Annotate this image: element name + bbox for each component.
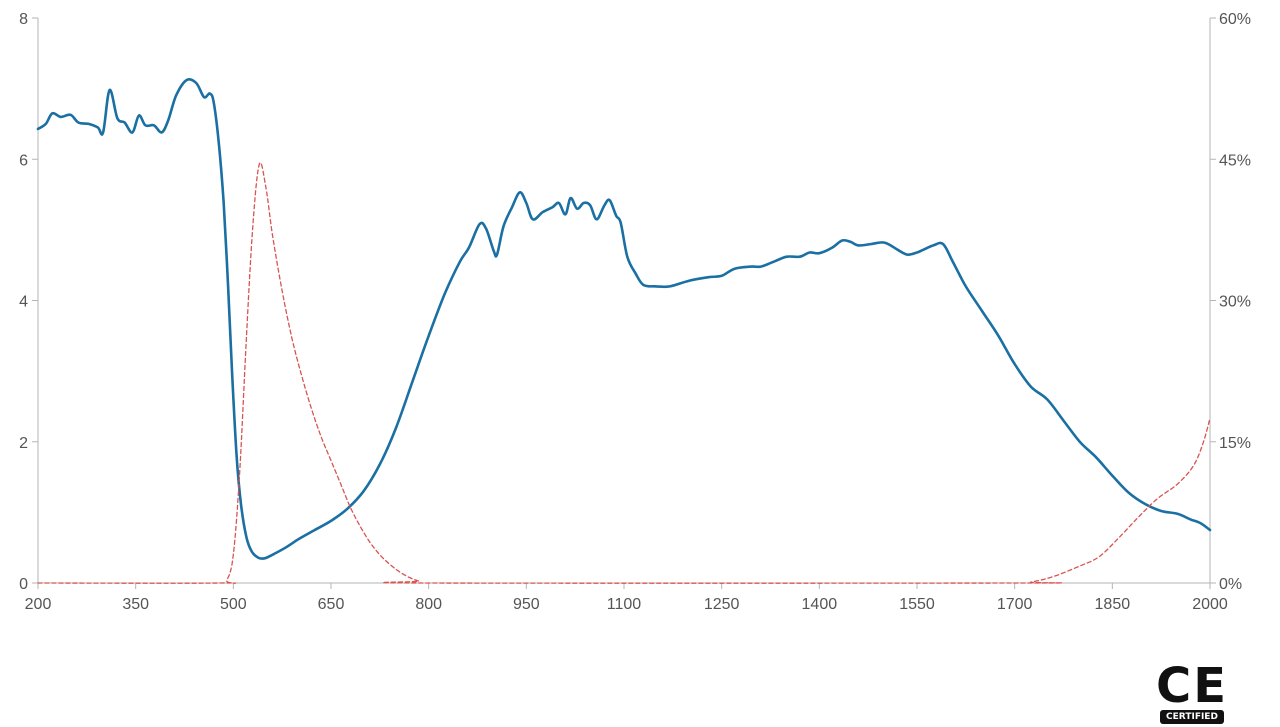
x-tick-label: 350 (122, 596, 149, 613)
od-transmission-chart: 200 350 500 650 800 950 1100 1250 1400 1550 1700 18… (19, 11, 1251, 640)
x-tick-label: 800 (415, 596, 442, 613)
legend-label: %T (651, 637, 677, 640)
legend-label: OD (579, 637, 605, 640)
x-tick-label: 950 (513, 596, 540, 613)
ce-certified-caption: CERTIFIED (1160, 710, 1224, 724)
y-tick-label-left: 6 (19, 152, 28, 169)
y-tick-label-right: 15% (1219, 435, 1251, 452)
axes: 200 350 500 650 800 950 1100 1250 1400 1550 1700 18… (19, 11, 1251, 613)
series-line-transmission (37, 162, 1211, 584)
x-tick-label: 1400 (802, 596, 838, 613)
x-tick-label: 200 (25, 596, 52, 613)
x-tick-label: 650 (318, 596, 345, 613)
x-tick-label: 1700 (997, 596, 1033, 613)
ce-certified-logo: CE CERTIFIED (1156, 662, 1228, 726)
x-tick-label: 1550 (899, 596, 935, 613)
series-line-od (36, 77, 1212, 560)
legend-item-transmission[interactable]: %T (624, 637, 677, 640)
y-tick-label-right: 30% (1219, 294, 1251, 311)
legend-item-od[interactable]: OD (552, 637, 605, 640)
y-tick-label-right: 45% (1219, 152, 1251, 169)
x-tick-label: 1100 (607, 596, 642, 613)
x-tick-label: 500 (220, 596, 247, 613)
y-tick-label-right: 60% (1219, 11, 1251, 28)
legend[interactable]: OD %T (552, 637, 677, 640)
y-tick-label-left: 2 (19, 435, 28, 452)
y-tick-label-left: 0 (19, 576, 28, 593)
x-tick-label: 2000 (1192, 596, 1228, 613)
x-tick-label: 1250 (704, 596, 740, 613)
y-tick-label-right: 0% (1219, 576, 1242, 593)
x-tick-label: 1850 (1095, 596, 1131, 613)
series-layer (36, 77, 1212, 584)
ce-mark: CE (1156, 658, 1229, 714)
y-tick-label-left: 8 (19, 11, 28, 28)
y-tick-label-left: 4 (19, 294, 28, 311)
